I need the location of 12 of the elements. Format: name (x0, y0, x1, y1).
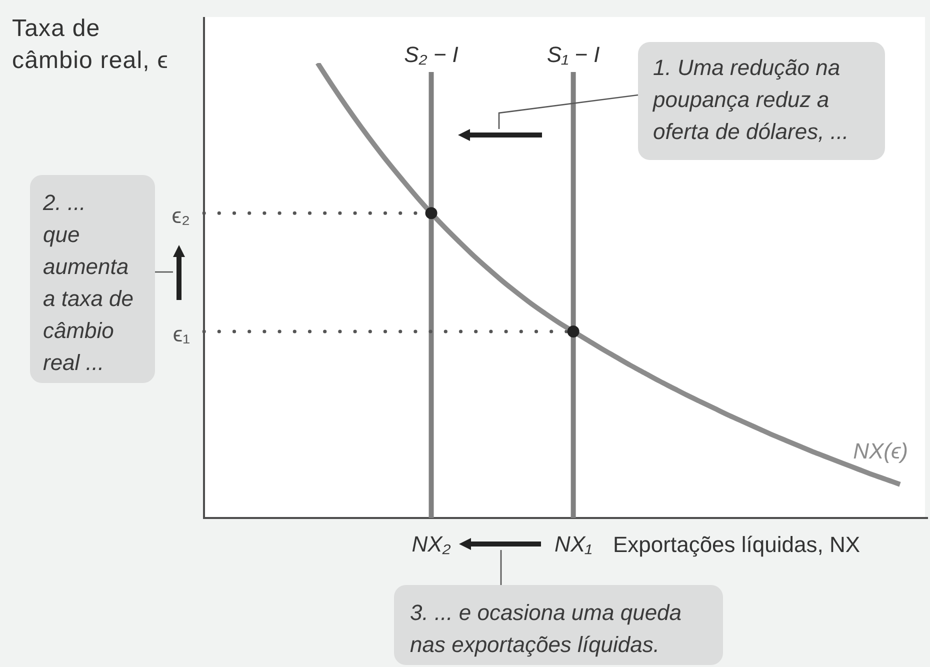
ref-line-label: S₁ − I (546, 42, 600, 67)
series-label: ϵ₁ (172, 322, 190, 347)
series-label: ϵ₂ (172, 203, 190, 228)
series-label: NX(ϵ) (853, 438, 908, 464)
y-axis-title: Taxa de câmbio real, ϵ (12, 14, 168, 76)
ref-line-label: S₂ − I (404, 42, 458, 67)
annotation: 1. Uma redução na poupança reduz a oferta de dólares, ... (653, 54, 849, 146)
text: 3. ... e ocasiona uma queda nas exportações líquidas. (410, 599, 682, 659)
text: 2. ... que aumenta a taxa de câmbio real ... (43, 189, 134, 377)
x-axis-title: Exportações líquidas, NX (613, 531, 860, 559)
x-tick-label: NX₂ (412, 531, 452, 556)
x-tick-label: NX₁ (554, 531, 592, 556)
